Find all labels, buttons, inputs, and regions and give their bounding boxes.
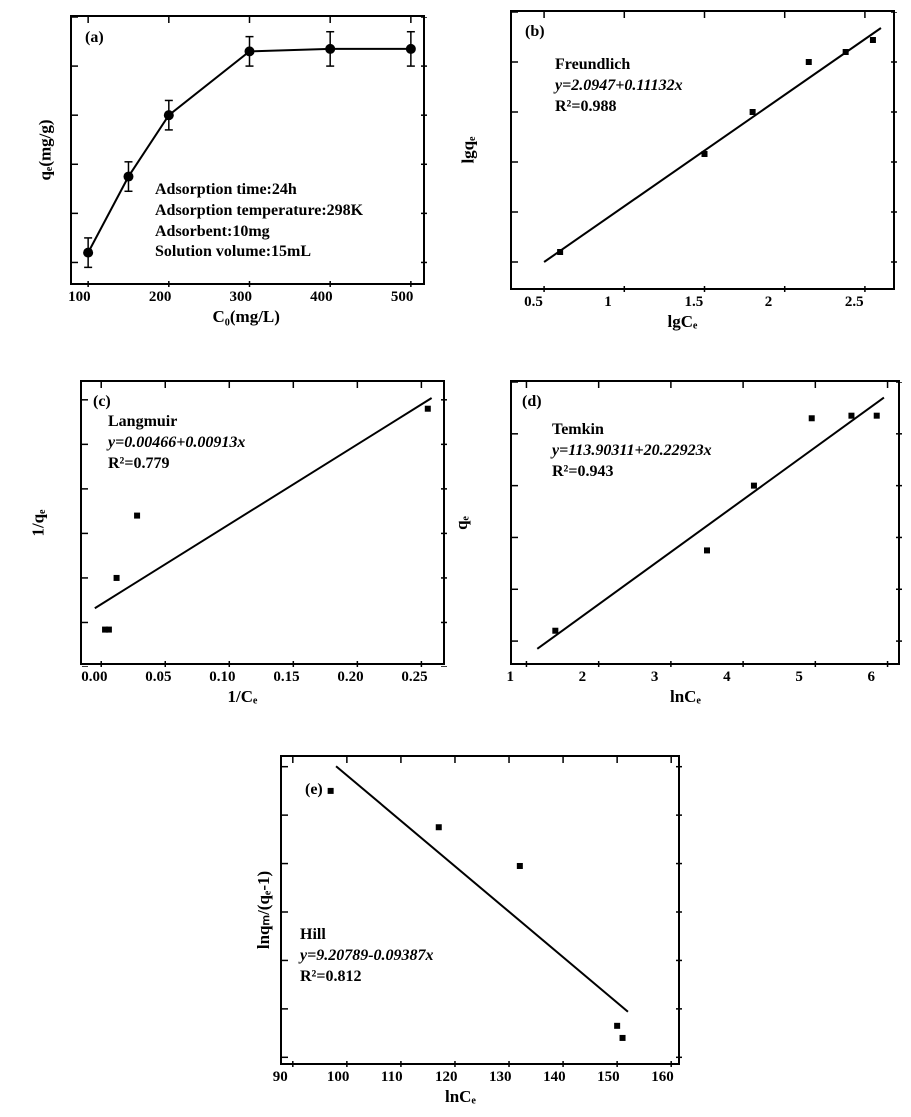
equation-c: y=0.00466+0.00913x (108, 433, 245, 454)
ylabel-d: qₑ (452, 516, 472, 530)
plot-area-e (280, 755, 680, 1065)
xtick-label: 100 (327, 1069, 350, 1086)
xtick-label: 90 (273, 1069, 288, 1086)
chart-svg-e (282, 757, 682, 1067)
panel-label-a: (a) (85, 28, 104, 49)
xtick-label: 100 (68, 289, 91, 306)
equation-b: y=2.0947+0.11132x (555, 76, 683, 97)
panel-d-model-text: Temkin y=113.90311+20.22923x R²=0.943 (552, 420, 712, 482)
condition-line: Adsorption temperature:298K (155, 201, 363, 222)
model-name-c: Langmuir (108, 412, 245, 433)
r2-e: R²=0.812 (300, 967, 434, 988)
condition-line: Adsorption time:24h (155, 180, 363, 201)
xtick-label: 0.20 (337, 669, 363, 686)
panel-e-model-text: Hill y=9.20789-0.09387x R²=0.812 (300, 925, 434, 987)
r2-c: R²=0.779 (108, 454, 245, 475)
xtick-label: 130 (489, 1069, 512, 1086)
xtick-label: 5 (795, 669, 803, 686)
model-name-b: Freundlich (555, 55, 683, 76)
xtick-label: 140 (543, 1069, 566, 1086)
xtick-label: 2 (765, 294, 773, 311)
panel-c-model-text: Langmuir y=0.00466+0.00913x R²=0.779 (108, 412, 245, 474)
xtick-label: 2.5 (845, 294, 864, 311)
equation-d: y=113.90311+20.22923x (552, 441, 712, 462)
condition-line: Solution volume:15mL (155, 242, 363, 263)
xtick-label: 1.5 (685, 294, 704, 311)
xtick-label: 1 (506, 669, 514, 686)
xlabel-c: 1/Cₑ (228, 687, 258, 707)
xtick-label: 0.05 (145, 669, 171, 686)
model-name-d: Temkin (552, 420, 712, 441)
chart-svg-b (512, 12, 897, 292)
xtick-label: 0.15 (273, 669, 299, 686)
xtick-label: 4 (723, 669, 731, 686)
panel-b-model-text: Freundlich y=2.0947+0.11132x R²=0.988 (555, 55, 683, 117)
panel-a-conditions: Adsorption time:24hAdsorption temperatur… (155, 180, 363, 263)
r2-b: R²=0.988 (555, 97, 683, 118)
equation-e: y=9.20789-0.09387x (300, 946, 434, 967)
xlabel-d: lnCₑ (670, 687, 701, 707)
xtick-label: 150 (597, 1069, 620, 1086)
ylabel-b: lgqₑ (459, 136, 479, 163)
xtick-label: 6 (868, 669, 876, 686)
condition-line: Adsorbent:10mg (155, 222, 363, 243)
r2-d: R²=0.943 (552, 462, 712, 483)
xtick-label: 110 (381, 1069, 403, 1086)
xtick-label: 0.10 (209, 669, 235, 686)
xtick-label: 200 (149, 289, 172, 306)
plot-area-b (510, 10, 895, 290)
panel-label-e: (e) (305, 780, 323, 801)
xlabel-a: C₀(mg/L) (213, 307, 280, 327)
xlabel-e: lnCₑ (445, 1087, 476, 1107)
xtick-label: 1 (604, 294, 612, 311)
ylabel-a: qₑ(mg/g) (36, 119, 56, 180)
xtick-label: 500 (391, 289, 414, 306)
xtick-label: 300 (230, 289, 253, 306)
panel-label-c: (c) (93, 392, 111, 413)
xlabel-b: lgCₑ (668, 312, 698, 332)
ylabel-e: lnqₘ/(qₑ-1) (254, 871, 274, 949)
panel-label-b: (b) (525, 22, 545, 43)
xtick-label: 2 (579, 669, 587, 686)
model-name-e: Hill (300, 925, 434, 946)
xtick-label: 120 (435, 1069, 458, 1086)
xtick-label: 0.5 (524, 294, 543, 311)
xtick-label: 3 (651, 669, 659, 686)
xtick-label: 160 (651, 1069, 674, 1086)
ylabel-c: 1/qₑ (29, 509, 49, 536)
xtick-label: 400 (310, 289, 333, 306)
xtick-label: 0.00 (81, 669, 107, 686)
panel-label-d: (d) (522, 392, 542, 413)
figure-root: 140160180200220240 100200300400500 qₑ(mg… (0, 0, 911, 1117)
xtick-label: 0.25 (401, 669, 427, 686)
